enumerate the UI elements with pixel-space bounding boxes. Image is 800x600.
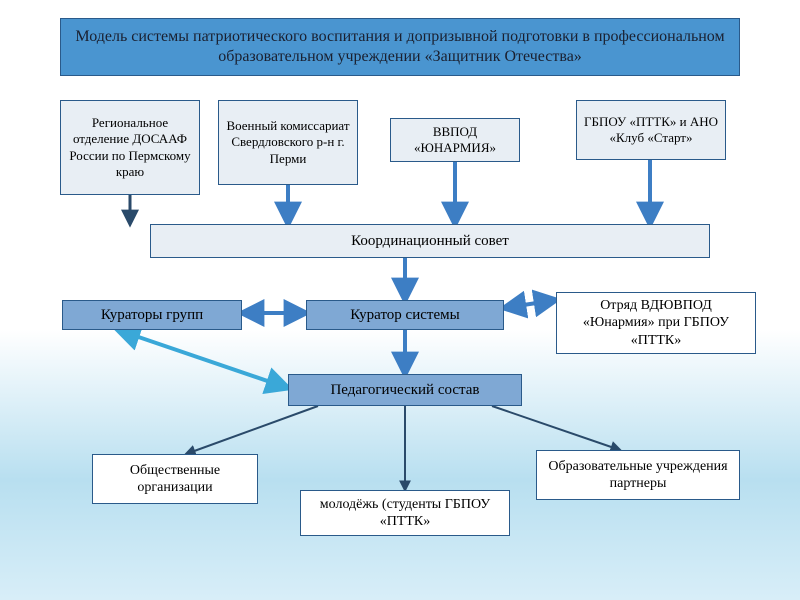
node-public-label: Общественные организации — [99, 462, 251, 497]
node-n3-label: ВВПОД «ЮНАРМИЯ» — [397, 124, 513, 157]
node-edu: Образовательные учреждения партнеры — [536, 450, 740, 500]
arrow-11 — [492, 406, 620, 450]
node-n2: Военный комиссариат Свердловского р-н г.… — [218, 100, 358, 185]
node-curators: Кураторы групп — [62, 300, 242, 330]
node-system-label: Куратор системы — [350, 306, 459, 325]
node-edu-label: Образовательные учреждения партнеры — [543, 458, 733, 493]
node-curators-label: Кураторы групп — [101, 306, 203, 325]
node-council: Координационный совет — [150, 224, 710, 258]
node-n4: ГБПОУ «ПТТК» и АНО «Клуб «Старт» — [576, 100, 726, 160]
node-n2-label: Военный комиссариат Свердловского р-н г.… — [225, 118, 351, 167]
node-header: Модель системы патриотического воспитани… — [60, 18, 740, 76]
node-system: Куратор системы — [306, 300, 504, 330]
node-squad: Отряд ВДЮВПОД «Юнармия» при ГБПОУ «ПТТК» — [556, 292, 756, 354]
node-council-label: Координационный совет — [351, 232, 509, 251]
node-n1: Региональное отделение ДОСААФ России по … — [60, 100, 200, 195]
node-pedag: Педагогический состав — [288, 374, 522, 406]
arrow-9 — [186, 406, 318, 454]
node-n1-label: Региональное отделение ДОСААФ России по … — [67, 115, 193, 180]
node-pedag-label: Педагогический состав — [330, 381, 479, 400]
node-n4-label: ГБПОУ «ПТТК» и АНО «Клуб «Старт» — [583, 114, 719, 147]
node-public: Общественные организации — [92, 454, 258, 504]
node-squad-label: Отряд ВДЮВПОД «Юнармия» при ГБПОУ «ПТТК» — [563, 297, 749, 350]
node-header-label: Модель системы патриотического воспитани… — [67, 27, 733, 67]
node-youth-label: молодёжь (студенты ГБПОУ «ПТТК» — [307, 496, 503, 531]
node-youth: молодёжь (студенты ГБПОУ «ПТТК» — [300, 490, 510, 536]
node-n3: ВВПОД «ЮНАРМИЯ» — [390, 118, 520, 162]
arrow-6 — [504, 300, 556, 308]
arrow-8 — [118, 330, 288, 388]
